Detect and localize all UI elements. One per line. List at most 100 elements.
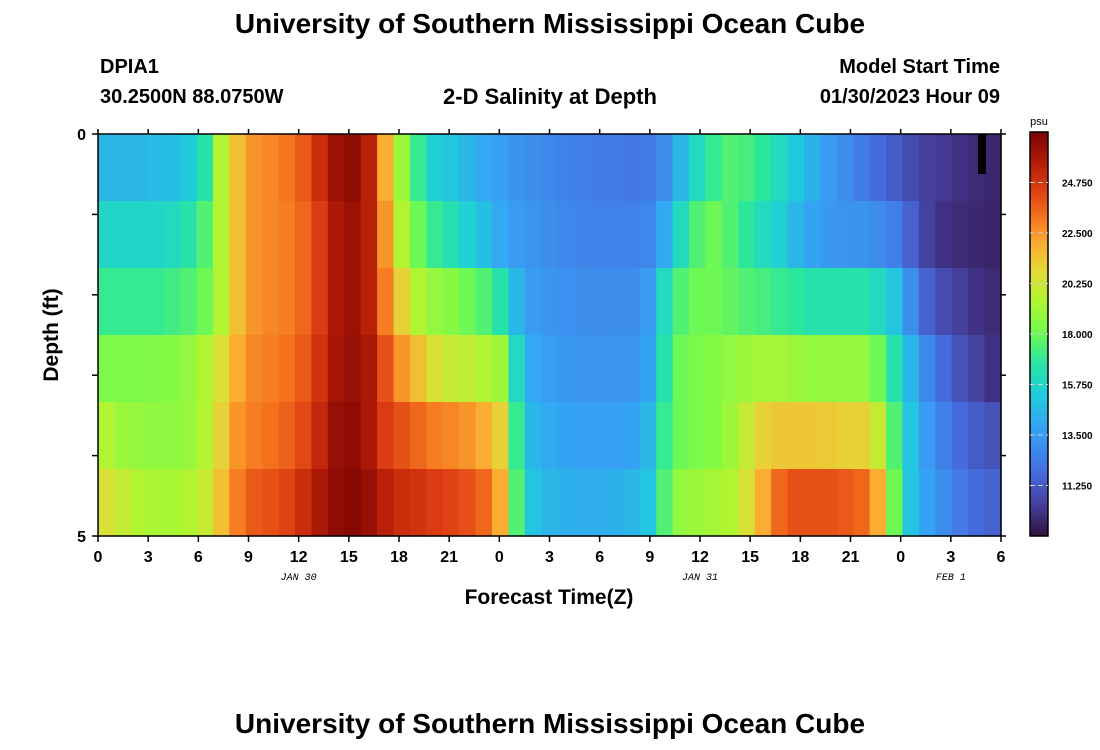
heatmap-cell xyxy=(787,134,805,202)
heatmap-cell xyxy=(902,134,920,202)
heatmap-cell xyxy=(984,469,1002,537)
heatmap-cell xyxy=(229,335,247,403)
heatmap-cell xyxy=(278,201,296,269)
heatmap-cell xyxy=(114,469,132,537)
page-title: University of Southern Mississippi Ocean… xyxy=(234,8,866,39)
heatmap-cell xyxy=(295,268,313,336)
heatmap-cell xyxy=(163,469,181,537)
heatmap-cell xyxy=(327,469,345,537)
x-tick-label: 15 xyxy=(340,549,358,566)
heatmap-cell xyxy=(886,402,904,470)
heatmap-cell xyxy=(820,268,838,336)
heatmap-cell xyxy=(541,134,559,202)
heatmap-cell xyxy=(262,134,280,202)
colorbar-tick-label: 13.500 xyxy=(1062,431,1093,442)
heatmap-cell xyxy=(229,469,247,537)
plot-title: 2-D Salinity at Depth xyxy=(443,84,657,109)
heatmap-cell xyxy=(771,402,789,470)
heatmap-cell xyxy=(918,134,936,202)
heatmap-cell xyxy=(557,268,575,336)
heatmap-cell xyxy=(344,134,362,202)
heatmap-cell xyxy=(590,268,608,336)
heatmap-cell xyxy=(492,469,510,537)
heatmap-cell xyxy=(606,268,624,336)
heatmap-cell xyxy=(606,402,624,470)
heatmap-cell xyxy=(656,335,674,403)
heatmap-cell xyxy=(245,268,263,336)
heatmap-cell xyxy=(689,268,707,336)
heatmap-cell xyxy=(147,268,165,336)
heatmap-cell xyxy=(130,469,148,537)
y-axis-label: Depth (ft) xyxy=(40,288,63,381)
heatmap-cell xyxy=(557,335,575,403)
heatmap-cell xyxy=(968,402,986,470)
heatmap-cell xyxy=(639,335,657,403)
heatmap-cell xyxy=(968,469,986,537)
station-coords: 30.2500N 88.0750W xyxy=(100,86,284,108)
heatmap-cell xyxy=(278,134,296,202)
model-start-value: 01/30/2023 Hour 09 xyxy=(819,86,1000,108)
heatmap-cell xyxy=(820,469,838,537)
heatmap-cell xyxy=(853,201,871,269)
x-tick-label: 3 xyxy=(144,549,153,566)
heatmap-cell xyxy=(590,402,608,470)
heatmap-cell xyxy=(705,201,723,269)
heatmap-cell xyxy=(935,134,953,202)
missing-data-mark xyxy=(978,134,986,174)
colorbar-tick-label: 24.750 xyxy=(1062,179,1093,190)
date-label: JAN 31 xyxy=(682,573,718,584)
heatmap-cell xyxy=(212,134,230,202)
heatmap-cell xyxy=(623,134,641,202)
heatmap-cell xyxy=(180,469,198,537)
heatmap-cell xyxy=(163,335,181,403)
heatmap-cell xyxy=(278,469,296,537)
heatmap-cell xyxy=(130,268,148,336)
heatmap-cell xyxy=(935,402,953,470)
heatmap-cell xyxy=(623,402,641,470)
heatmap-cell xyxy=(590,201,608,269)
heatmap-cell xyxy=(377,469,395,537)
heatmap-cell xyxy=(442,134,460,202)
heatmap-cell xyxy=(492,335,510,403)
heatmap-cell xyxy=(409,335,427,403)
heatmap-cell xyxy=(196,469,214,537)
heatmap-cell xyxy=(820,402,838,470)
heatmap-cell xyxy=(262,335,280,403)
colorbar-tick-label: 11.250 xyxy=(1062,482,1092,493)
heatmap-cell xyxy=(327,134,345,202)
heatmap-cell xyxy=(98,201,116,269)
heatmap-cell xyxy=(803,402,821,470)
heatmap-cell xyxy=(393,402,411,470)
heatmap-cell xyxy=(426,469,444,537)
heatmap-cell xyxy=(180,335,198,403)
heatmap-cell xyxy=(606,469,624,537)
heatmap-cell xyxy=(459,268,477,336)
heatmap-cell xyxy=(130,201,148,269)
heatmap-cell xyxy=(245,134,263,202)
heatmap-cell xyxy=(853,469,871,537)
heatmap-cell xyxy=(262,268,280,336)
heatmap-cell xyxy=(738,335,756,403)
heatmap-cell xyxy=(836,469,854,537)
heatmap-cell xyxy=(689,201,707,269)
heatmap-cell xyxy=(147,201,165,269)
heatmap-cell xyxy=(212,335,230,403)
heatmap-cell xyxy=(771,201,789,269)
heatmap-cell xyxy=(689,469,707,537)
heatmap-cell xyxy=(902,469,920,537)
heatmap-cell xyxy=(623,268,641,336)
colorbar-tick-label: 20.250 xyxy=(1062,280,1093,291)
heatmap-cell xyxy=(393,469,411,537)
heatmap-cell xyxy=(951,268,969,336)
heatmap-cell xyxy=(147,402,165,470)
heatmap-cell xyxy=(853,402,871,470)
heatmap-cell xyxy=(721,201,739,269)
heatmap-cell xyxy=(541,201,559,269)
heatmap-cell xyxy=(656,134,674,202)
heatmap-cell xyxy=(344,335,362,403)
x-tick-label: 6 xyxy=(595,549,604,566)
heatmap-cell xyxy=(951,134,969,202)
heatmap-cell xyxy=(984,134,1002,202)
heatmap-cell xyxy=(886,469,904,537)
heatmap-cell xyxy=(524,134,542,202)
